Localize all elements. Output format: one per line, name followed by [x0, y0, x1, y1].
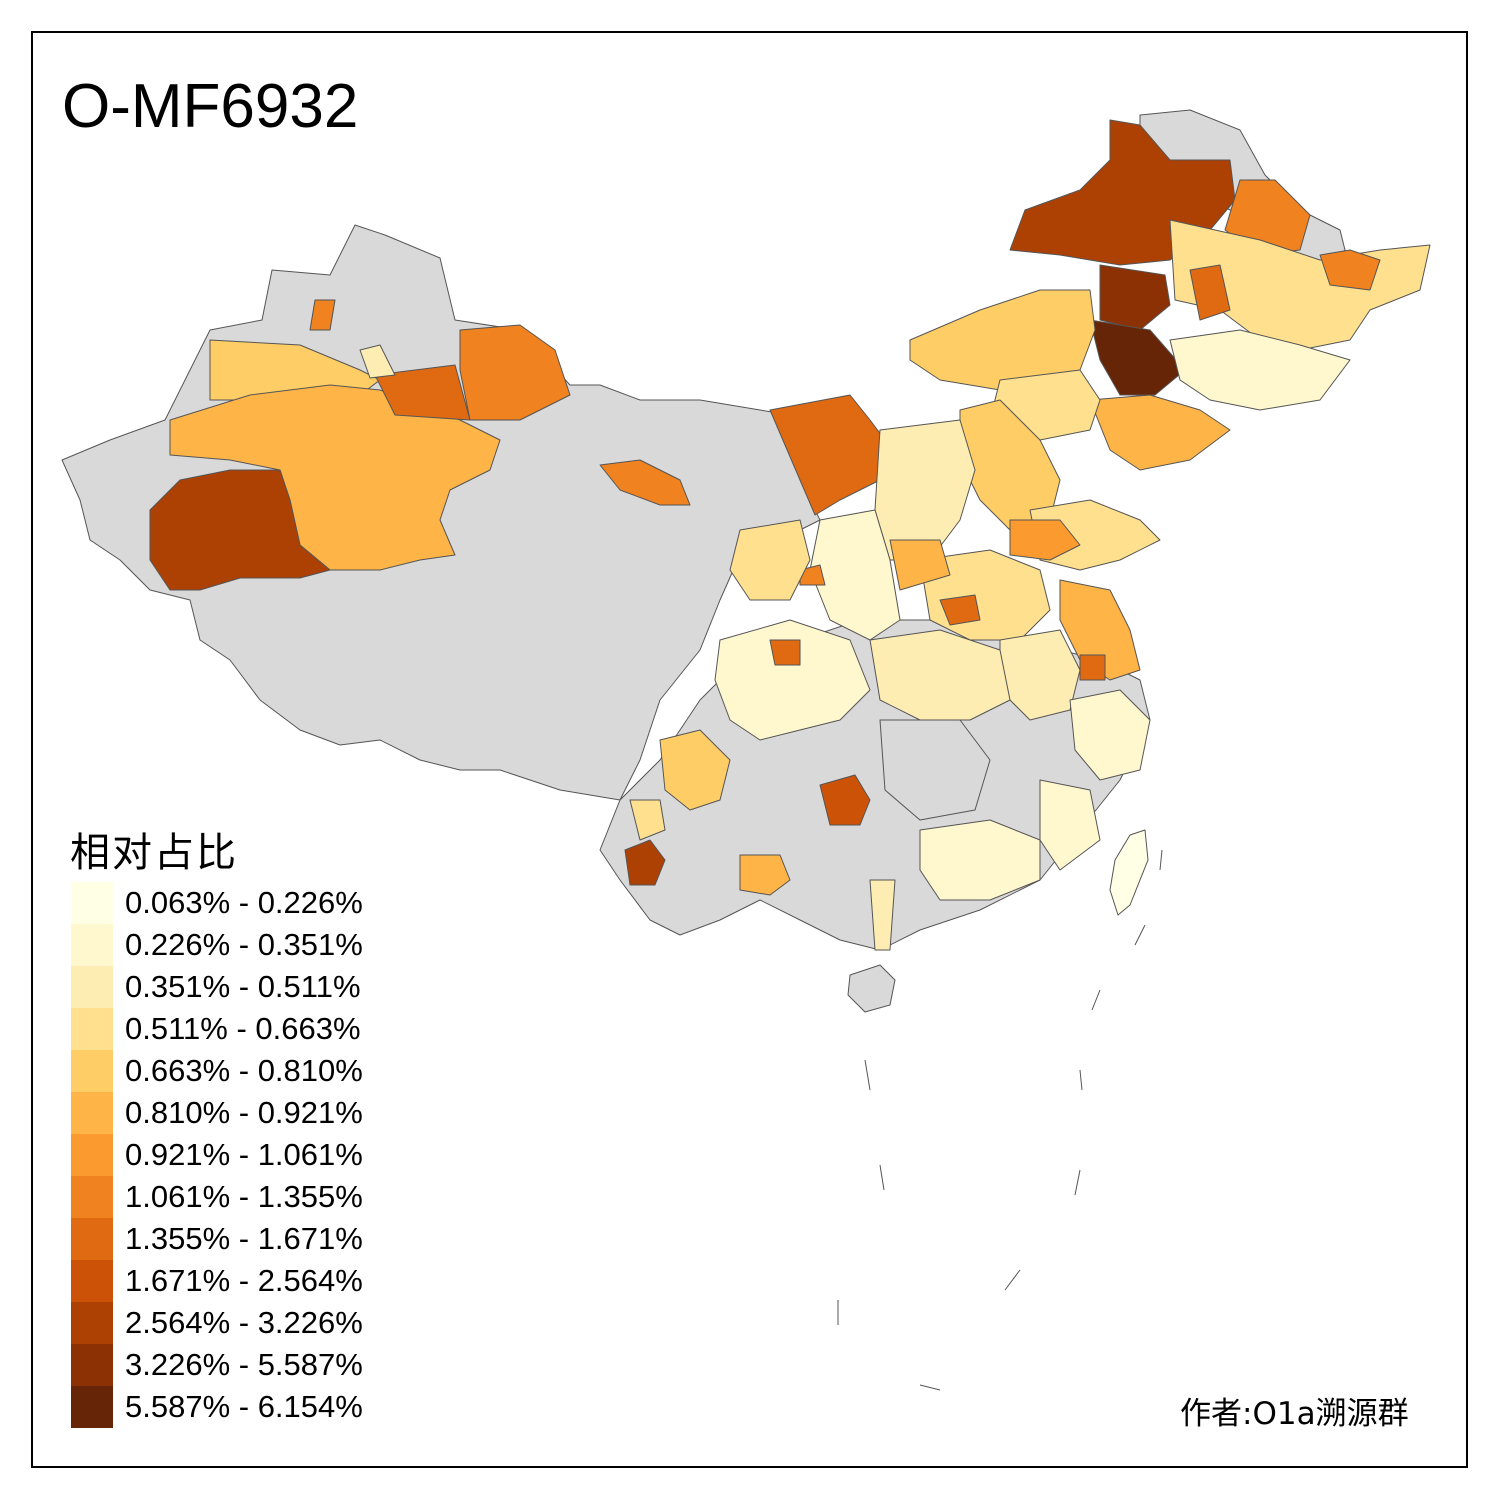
region-gansu [729, 519, 811, 601]
legend-label: 0.511% - 0.663% [125, 1011, 361, 1046]
legend-swatch [71, 1344, 113, 1386]
region-guangdong [919, 819, 1041, 901]
region-xj-small2 [359, 344, 396, 379]
legend-item: 0.063% - 0.226% [71, 882, 363, 924]
region-guangxi-west [739, 854, 791, 896]
region-hinggan [1099, 264, 1171, 331]
region-jiangsu-hot [1079, 654, 1106, 681]
region-henan-hot [939, 594, 981, 626]
region-jilin [1169, 329, 1351, 411]
region-leizhou [869, 879, 896, 951]
legend-label: 1.061% - 1.355% [125, 1179, 363, 1214]
region-xilingol [909, 289, 1096, 391]
legend: 0.063% - 0.226% 0.226% - 0.351% 0.351% -… [71, 882, 363, 1428]
legend-item: 1.355% - 1.671% [71, 1218, 363, 1260]
legend-item: 0.810% - 0.921% [71, 1092, 363, 1134]
region-xj-hami [459, 324, 571, 421]
legend-swatch [71, 1260, 113, 1302]
author-credit: 作者:O1a溯源群 [1180, 1396, 1409, 1432]
legend-swatch [71, 1302, 113, 1344]
legend-item: 1.671% - 2.564% [71, 1260, 363, 1302]
region-fujian [1039, 779, 1101, 871]
region-xishuangbanna [624, 839, 666, 886]
region-xj-small [309, 299, 336, 331]
legend-swatch [71, 924, 113, 966]
region-xj-kashgar [149, 469, 331, 591]
legend-item: 3.226% - 5.587% [71, 1344, 363, 1386]
region-shaanxi-north [889, 539, 951, 591]
legend-item: 0.921% - 1.061% [71, 1134, 363, 1176]
region-sichuan [714, 619, 871, 741]
legend-swatch [71, 1092, 113, 1134]
legend-item: 0.226% - 0.351% [71, 924, 363, 966]
legend-swatch [71, 1176, 113, 1218]
legend-swatch [71, 1008, 113, 1050]
legend-swatch [71, 1050, 113, 1092]
legend-label: 1.671% - 2.564% [125, 1263, 363, 1298]
region-yunnan-north [659, 729, 731, 811]
legend-item: 0.663% - 0.810% [71, 1050, 363, 1092]
legend-label: 0.351% - 0.511% [125, 969, 361, 1004]
legend-item: 2.564% - 3.226% [71, 1302, 363, 1344]
legend-swatch [71, 1386, 113, 1428]
legend-label: 0.063% - 0.226% [125, 885, 363, 920]
legend-label: 1.355% - 1.671% [125, 1221, 363, 1256]
legend-label: 2.564% - 3.226% [125, 1305, 363, 1340]
region-hl-east [1319, 249, 1381, 291]
region-taiwan [1109, 829, 1149, 916]
map-frame [31, 31, 1468, 1468]
region-tongliao [1089, 319, 1186, 396]
region-guizhou-hot [819, 774, 871, 826]
legend-label: 0.226% - 0.351% [125, 927, 363, 962]
legend-swatch [71, 966, 113, 1008]
region-yunnan-west [629, 799, 666, 841]
region-liaoning [1089, 394, 1231, 471]
legend-label: 5.587% - 6.154% [125, 1389, 363, 1424]
region-hunan [879, 719, 991, 821]
legend-title: 相对占比 [70, 830, 238, 876]
region-shandong-hot [1009, 519, 1081, 561]
legend-label: 0.921% - 1.061% [125, 1137, 363, 1172]
legend-label: 0.663% - 0.810% [125, 1053, 363, 1088]
region-hainan [847, 964, 896, 1013]
region-qiqihar [1189, 264, 1231, 321]
map-title: O-MF6932 [62, 72, 359, 141]
legend-label: 3.226% - 5.587% [125, 1347, 363, 1382]
legend-swatch [71, 882, 113, 924]
legend-item: 1.061% - 1.355% [71, 1176, 363, 1218]
region-gansu-hot [599, 459, 691, 506]
region-heilongjiang-north [1224, 179, 1311, 256]
region-shanxi [874, 419, 976, 561]
region-zhejiang [1069, 689, 1151, 781]
legend-item: 5.587% - 6.154% [71, 1386, 363, 1428]
legend-swatch [71, 1134, 113, 1176]
region-chengdu [769, 639, 801, 666]
legend-item: 0.511% - 0.663% [71, 1008, 363, 1050]
legend-label: 0.810% - 0.921% [125, 1095, 363, 1130]
region-hubei [869, 629, 1011, 721]
nine-dash-line [837, 849, 1163, 1391]
legend-item: 0.351% - 0.511% [71, 966, 363, 1008]
legend-swatch [71, 1218, 113, 1260]
